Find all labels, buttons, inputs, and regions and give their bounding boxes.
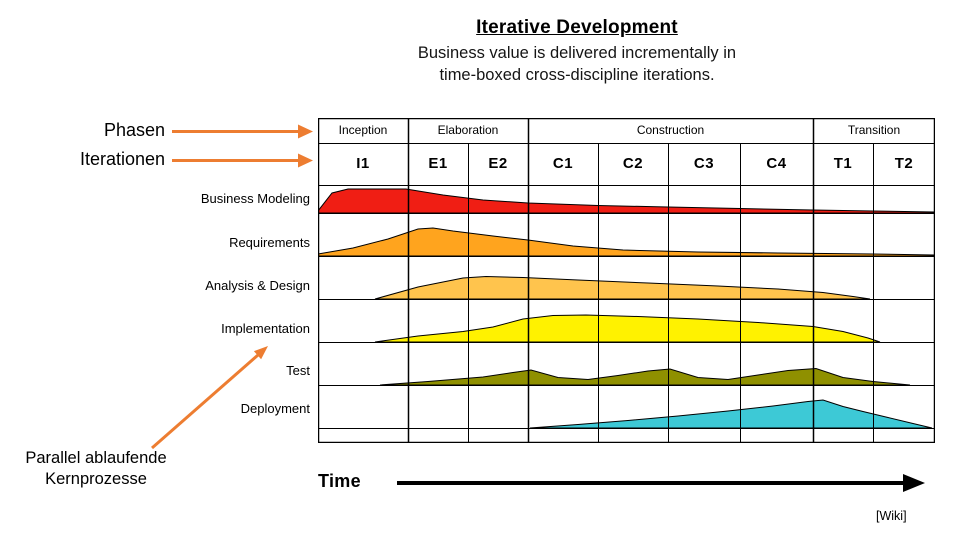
hump-requirements <box>318 227 935 257</box>
iteration-e2: E2 <box>488 155 508 172</box>
phase-construction: Construction <box>636 123 705 137</box>
parallel-annotation: Parallel ablaufende Kernprozesse <box>0 448 192 490</box>
time-arrow <box>397 474 925 492</box>
hump-test <box>379 367 911 386</box>
phase-transition: Transition <box>847 123 901 137</box>
parallel-annotation-line1: Parallel ablaufende <box>25 449 167 467</box>
phase-inception: Inception <box>338 123 388 137</box>
time-label: Time <box>318 471 361 491</box>
phase-elaboration: Elaboration <box>437 123 499 137</box>
iteration-t1: T1 <box>833 155 853 172</box>
iteration-t2: T2 <box>894 155 914 172</box>
row-label-analysis-design: Analysis & Design <box>205 278 310 293</box>
iteration-c1: C1 <box>552 155 574 172</box>
hump-implementation <box>374 314 881 343</box>
hump-analysis-design <box>374 275 871 300</box>
chart-border <box>318 118 935 443</box>
iteration-e1: E1 <box>428 155 448 172</box>
row-label-business-modeling: Business Modeling <box>200 191 310 206</box>
diagram-title: Iterative Development <box>476 17 678 38</box>
row-label-requirements: Requirements <box>229 235 310 250</box>
parallel-annotation-line2: Kernprozesse <box>45 470 147 488</box>
grid-verticals <box>407 118 874 443</box>
row-label-deployment: Deployment <box>240 401 310 416</box>
citation: [Wiki] <box>876 509 907 523</box>
diagram-subtitle-line2: time-boxed cross-discipline iterations. <box>439 66 715 84</box>
iteration-c4: C4 <box>766 155 787 172</box>
iterations-annotation-label: Iterationen <box>79 149 165 169</box>
row-label-implementation: Implementation <box>221 321 310 336</box>
diagram-subtitle-line1: Business value is delivered incrementall… <box>417 44 737 62</box>
iteration-c2: C2 <box>622 155 644 172</box>
hump-deployment <box>529 399 933 429</box>
iterationen-arrow <box>172 153 313 168</box>
row-label-test: Test <box>286 363 310 378</box>
iteration-c3: C3 <box>693 155 715 172</box>
phases-annotation-label: Phasen <box>103 120 165 140</box>
phasen-arrow <box>172 124 313 139</box>
iteration-i1: I1 <box>356 155 370 172</box>
hump-chart <box>318 118 935 443</box>
hump-business-modeling <box>318 188 935 214</box>
